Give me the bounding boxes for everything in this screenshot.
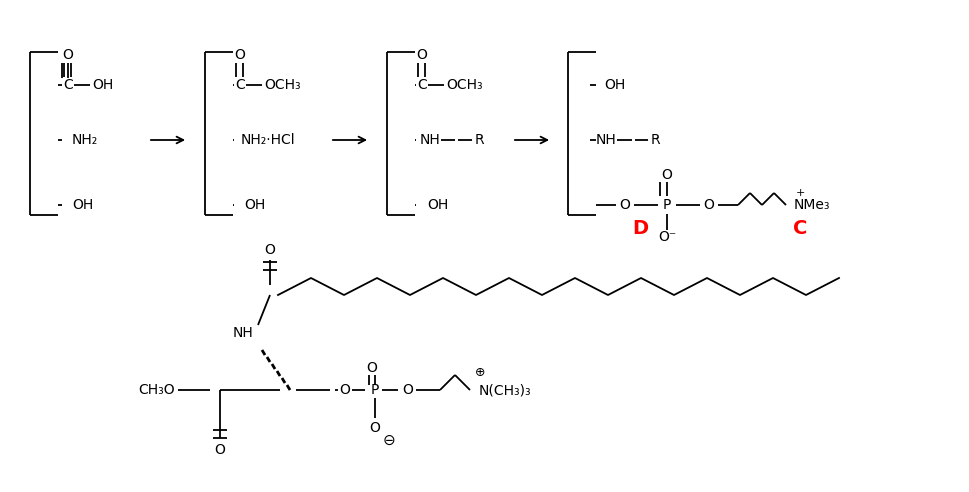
Text: R: R xyxy=(474,133,484,147)
Text: P: P xyxy=(662,198,671,212)
Text: O: O xyxy=(369,421,380,435)
Text: C: C xyxy=(417,78,426,92)
Text: O: O xyxy=(703,198,714,212)
Text: OH: OH xyxy=(92,78,113,92)
Text: C: C xyxy=(234,78,244,92)
Text: +: + xyxy=(795,188,804,198)
Text: ⊖: ⊖ xyxy=(382,432,395,448)
Text: NH₂: NH₂ xyxy=(72,133,98,147)
Text: O: O xyxy=(62,48,74,62)
Text: OH: OH xyxy=(427,198,448,212)
Text: N(CH₃)₃: N(CH₃)₃ xyxy=(478,383,531,397)
Text: D: D xyxy=(631,218,647,238)
Text: O: O xyxy=(402,383,413,397)
Text: O: O xyxy=(214,443,225,457)
Text: OH: OH xyxy=(604,78,625,92)
Text: NH: NH xyxy=(233,326,253,340)
Text: O: O xyxy=(265,243,275,257)
Text: O: O xyxy=(619,198,630,212)
Text: O: O xyxy=(234,48,245,62)
Text: CH₃O: CH₃O xyxy=(139,383,174,397)
Text: C: C xyxy=(792,218,806,238)
Text: O: O xyxy=(416,48,427,62)
Text: NH: NH xyxy=(420,133,440,147)
Text: O⁻: O⁻ xyxy=(657,230,675,244)
Text: C: C xyxy=(63,78,73,92)
Text: OCH₃: OCH₃ xyxy=(447,78,483,92)
Text: O: O xyxy=(661,168,672,182)
Text: OCH₃: OCH₃ xyxy=(265,78,301,92)
Text: NH: NH xyxy=(595,133,615,147)
Text: P: P xyxy=(370,383,379,397)
Text: OH: OH xyxy=(73,198,94,212)
Text: ⊕: ⊕ xyxy=(474,366,484,378)
Text: OH: OH xyxy=(244,198,266,212)
Text: O: O xyxy=(366,361,377,375)
Text: R: R xyxy=(649,133,659,147)
Text: NH₂·HCl: NH₂·HCl xyxy=(240,133,295,147)
Text: O: O xyxy=(339,383,350,397)
Text: NMe₃: NMe₃ xyxy=(793,198,829,212)
